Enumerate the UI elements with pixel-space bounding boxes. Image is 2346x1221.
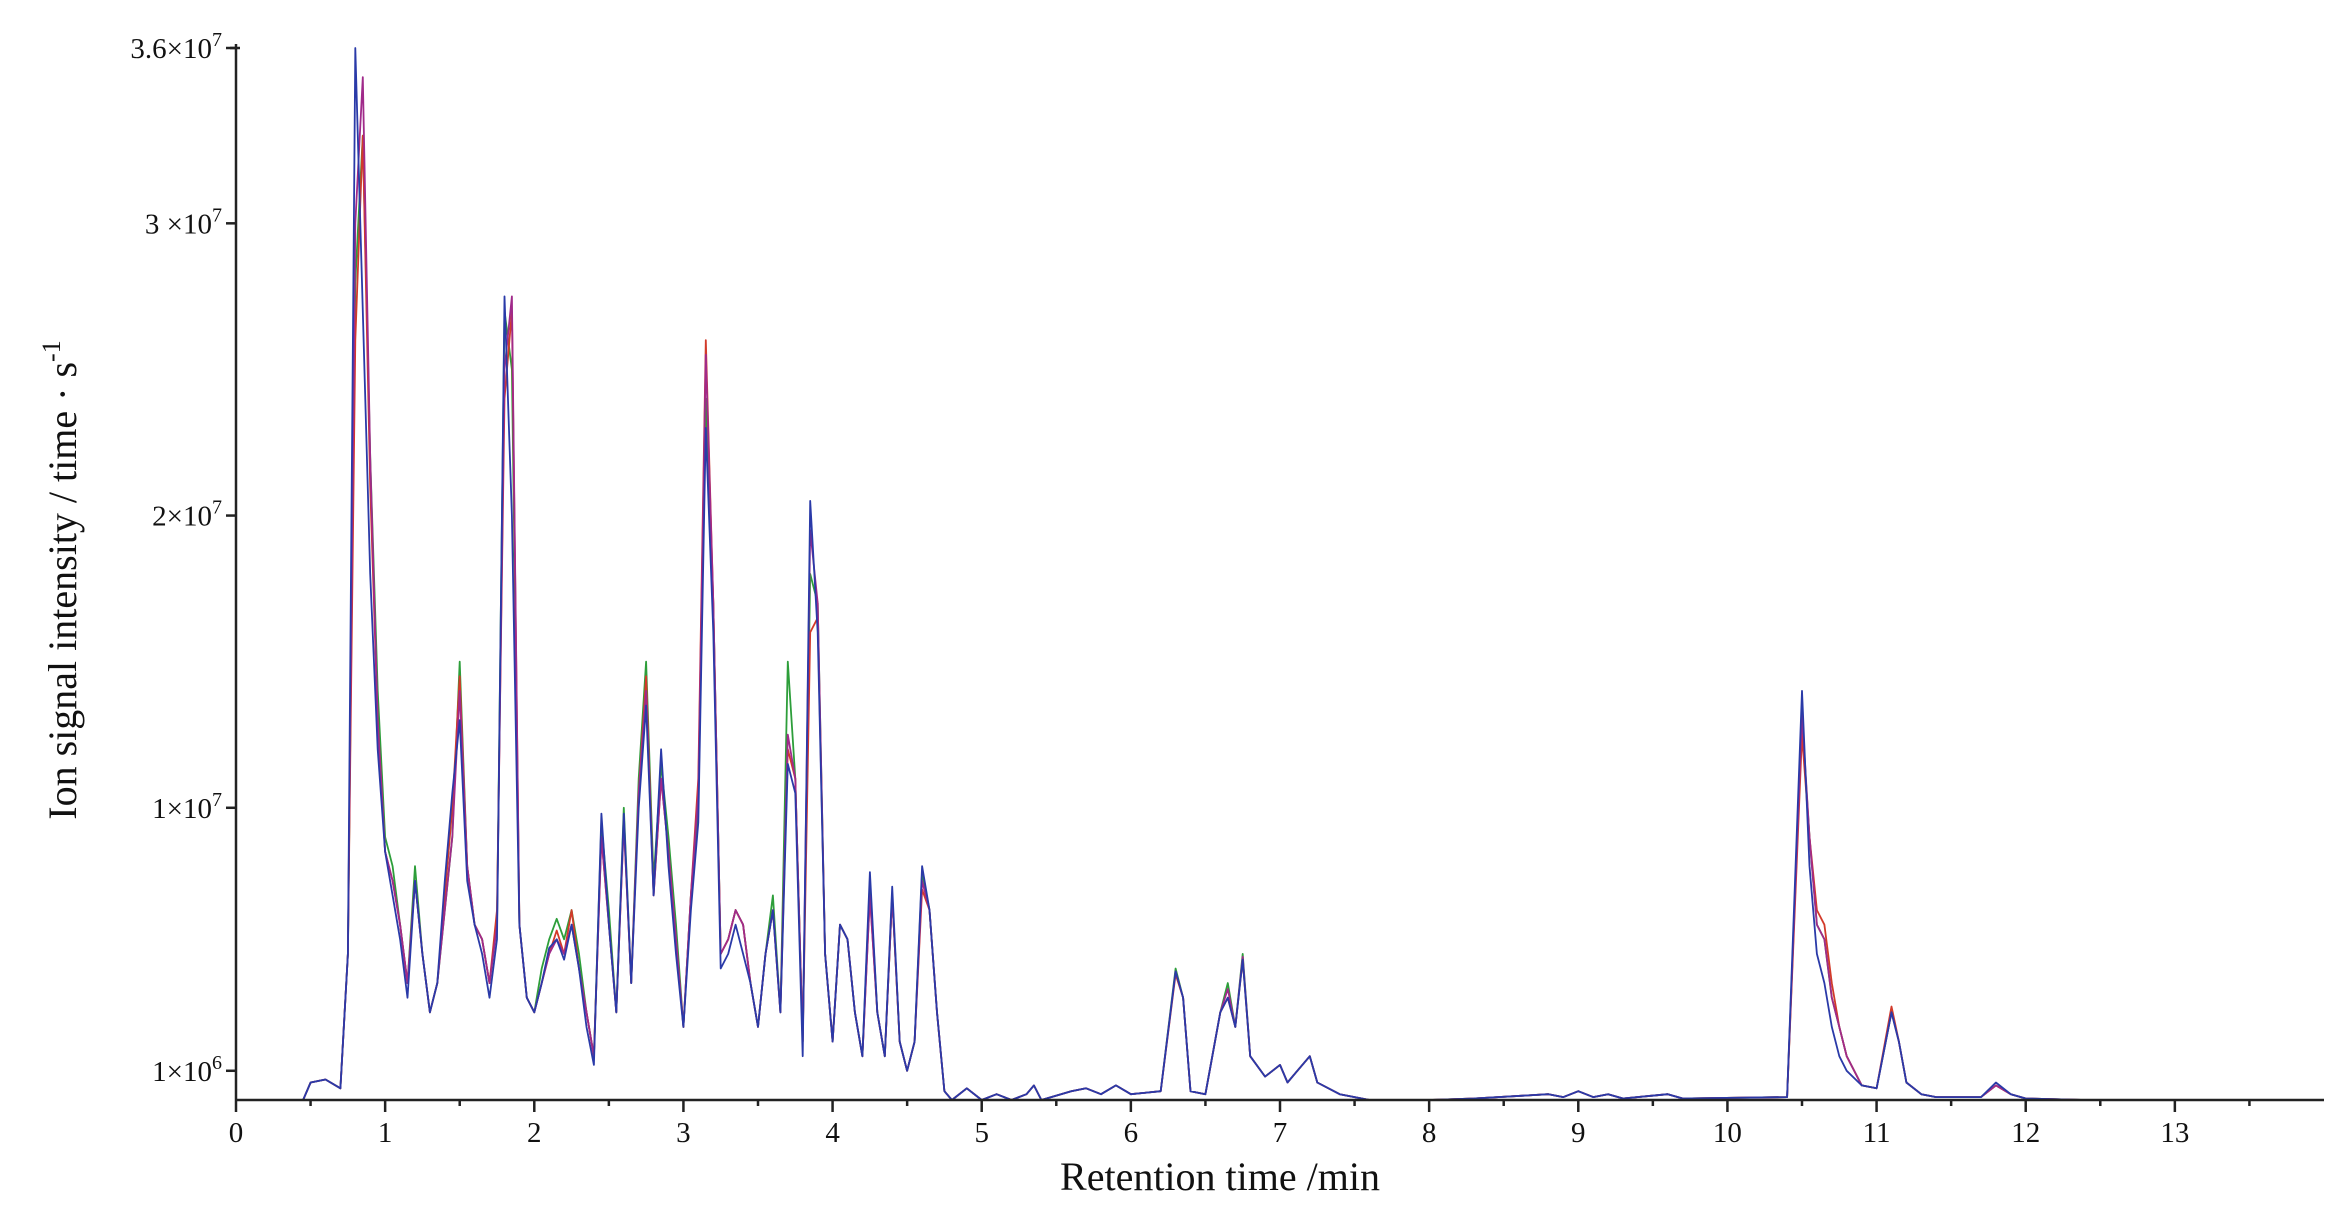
- x-tick-label: 7: [1273, 1117, 1288, 1149]
- x-axis-ticks: 0 1 2 3 4 5 6 7 8 9 10 11 12 13: [229, 1100, 2251, 1149]
- y-axis-title: Ion signal intensity / time · s-1: [37, 340, 85, 819]
- x-tick-label: 8: [1422, 1117, 1437, 1149]
- x-tick-label: 3: [676, 1117, 691, 1149]
- x-tick-label: 4: [825, 1117, 840, 1149]
- y-axis-title-superscript: -1: [37, 340, 66, 362]
- x-tick-label: 9: [1571, 1117, 1586, 1149]
- y-axis-ticks: 1×106 1×107 2×107 3 ×107 3.6×107: [130, 29, 236, 1088]
- x-tick-label: 2: [527, 1117, 542, 1149]
- y-tick-label: 3 ×107: [145, 204, 222, 240]
- x-tick-label: 5: [974, 1117, 989, 1149]
- x-tick-label: 0: [229, 1117, 244, 1149]
- x-axis-title: Retention time /min: [1060, 1154, 1380, 1199]
- series-line-3: [302, 76, 2086, 1101]
- x-tick-label: 12: [2011, 1117, 2040, 1149]
- series-traces: [302, 47, 2086, 1101]
- y-tick-label: 1×106: [152, 1052, 222, 1088]
- y-tick-label: 1×107: [152, 789, 222, 825]
- y-tick-label: 3.6×107: [130, 29, 222, 65]
- x-tick-label: 13: [2160, 1117, 2189, 1149]
- series-line-4: [302, 47, 2086, 1101]
- y-axis-title-main: Ion signal intensity / time · s: [40, 362, 85, 820]
- y-tick-label: 2×107: [152, 497, 222, 533]
- axes: [230, 44, 2324, 1102]
- x-tick-label: 1: [378, 1117, 393, 1149]
- x-tick-label: 6: [1124, 1117, 1139, 1149]
- x-tick-label: 10: [1713, 1117, 1742, 1149]
- x-tick-label: 11: [1863, 1117, 1891, 1149]
